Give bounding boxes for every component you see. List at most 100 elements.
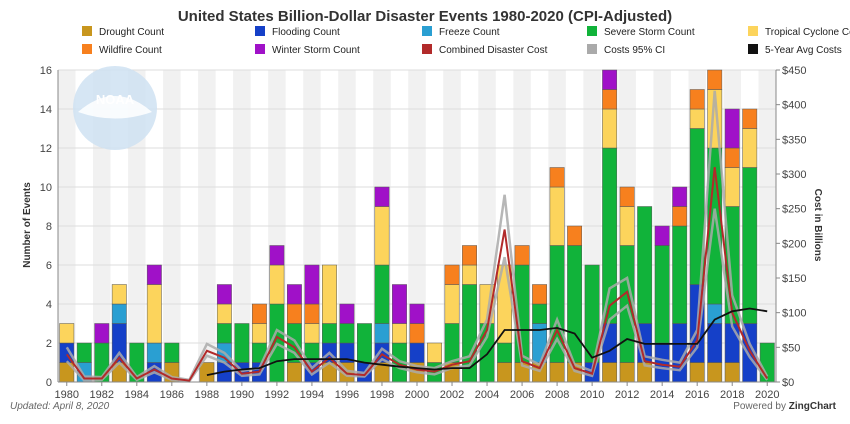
bar-tropical-2016[interactable]: [689, 108, 705, 129]
bar-tropical-2012[interactable]: [619, 206, 635, 246]
bar-flooding-2000[interactable]: [409, 342, 425, 363]
bar-winter-2011[interactable]: [602, 69, 618, 90]
bar-wildfire-2011[interactable]: [602, 89, 618, 110]
legend-item-avg[interactable]: 5-Year Avg Costs: [765, 45, 842, 56]
bar-wildfire-1994[interactable]: [304, 303, 320, 324]
bar-severe-2015[interactable]: [672, 225, 688, 324]
bar-severe-1993[interactable]: [286, 323, 302, 363]
bar-wildfire-2016[interactable]: [689, 89, 705, 110]
bar-freeze-1998[interactable]: [374, 323, 390, 344]
bar-severe-1989[interactable]: [216, 323, 232, 344]
bar-severe-1986[interactable]: [164, 342, 180, 363]
legend-item-drought[interactable]: Drought Count: [99, 27, 164, 38]
bar-winter-1993[interactable]: [286, 284, 302, 305]
bar-drought-1993[interactable]: [286, 362, 302, 383]
bar-winter-1998[interactable]: [374, 186, 390, 207]
bar-wildfire-2012[interactable]: [619, 186, 635, 207]
bar-winter-2014[interactable]: [654, 225, 670, 246]
bar-severe-2011[interactable]: [602, 147, 618, 324]
bar-severe-1995[interactable]: [322, 323, 337, 344]
bar-wildfire-2009[interactable]: [567, 225, 583, 246]
bar-severe-1996[interactable]: [339, 323, 355, 344]
bar-winter-1994[interactable]: [304, 264, 320, 305]
bar-drought-2018[interactable]: [724, 362, 740, 383]
bar-severe-2009[interactable]: [567, 245, 583, 363]
bar-wildfire-1993[interactable]: [286, 303, 302, 324]
bar-tropical-1985[interactable]: [146, 284, 162, 344]
bar-wildfire-2006[interactable]: [514, 245, 530, 266]
bar-winter-1985[interactable]: [146, 264, 162, 285]
bar-tropical-1994[interactable]: [304, 323, 320, 344]
bar-severe-2019[interactable]: [742, 167, 758, 324]
bar-flooding-2017[interactable]: [707, 323, 723, 363]
bar-tropical-2001[interactable]: [427, 342, 442, 363]
bar-winter-1996[interactable]: [339, 303, 355, 324]
bar-flooding-2018[interactable]: [724, 323, 740, 363]
bar-winter-2015[interactable]: [672, 186, 688, 207]
bar-drought-2008[interactable]: [549, 362, 565, 383]
bar-wildfire-2019[interactable]: [742, 108, 758, 129]
bar-winter-1992[interactable]: [269, 245, 285, 266]
bar-severe-1997[interactable]: [357, 323, 372, 363]
bar-severe-2014[interactable]: [654, 245, 670, 344]
bar-tropical-1991[interactable]: [251, 323, 267, 344]
bar-tropical-2011[interactable]: [602, 108, 618, 149]
bar-severe-2002[interactable]: [444, 323, 460, 363]
bar-severe-1981[interactable]: [76, 342, 92, 363]
bar-wildfire-2002[interactable]: [444, 264, 460, 285]
bar-flooding-2014[interactable]: [654, 342, 670, 383]
bar-tropical-1999[interactable]: [392, 323, 407, 344]
bar-severe-2013[interactable]: [637, 206, 653, 324]
bar-freeze-1983[interactable]: [111, 303, 127, 324]
bar-wildfire-2017[interactable]: [707, 69, 723, 90]
bar-drought-2017[interactable]: [707, 362, 723, 383]
legend-item-severe[interactable]: Severe Storm Count: [604, 27, 695, 38]
bar-tropical-1992[interactable]: [269, 264, 285, 305]
bar-severe-2007[interactable]: [532, 303, 548, 324]
legend-item-winter[interactable]: Winter Storm Count: [272, 45, 360, 56]
bar-drought-2016[interactable]: [689, 362, 705, 383]
bar-tropical-2002[interactable]: [444, 284, 460, 324]
bar-wildfire-2000[interactable]: [409, 323, 425, 344]
legend-item-combined[interactable]: Combined Disaster Cost: [439, 45, 548, 56]
bar-drought-2005[interactable]: [497, 362, 512, 383]
bar-wildfire-2008[interactable]: [549, 167, 565, 188]
legend-item-tropical[interactable]: Tropical Cyclone Count: [765, 27, 850, 38]
bar-tropical-2008[interactable]: [549, 186, 565, 246]
bar-severe-2008[interactable]: [549, 245, 565, 363]
bar-tropical-1980[interactable]: [59, 323, 75, 344]
bar-wildfire-2015[interactable]: [672, 206, 688, 227]
bar-wildfire-2007[interactable]: [532, 284, 548, 305]
legend-item-wildfire[interactable]: Wildfire Count: [99, 45, 162, 56]
bar-severe-1998[interactable]: [374, 264, 390, 324]
bar-wildfire-1991[interactable]: [251, 303, 267, 324]
bar-tropical-1995[interactable]: [322, 264, 337, 324]
legend-item-freeze[interactable]: Freeze Count: [439, 27, 500, 38]
bar-winter-2000[interactable]: [409, 303, 425, 324]
bar-winter-1999[interactable]: [392, 284, 407, 324]
bar-drought-2011[interactable]: [602, 362, 618, 383]
powered-by-brand[interactable]: ZingChart: [788, 401, 836, 412]
bar-tropical-1998[interactable]: [374, 206, 390, 266]
powered-by[interactable]: Powered by ZingChart: [733, 401, 836, 412]
bar-tropical-1983[interactable]: [111, 284, 127, 305]
bar-tropical-2018[interactable]: [724, 167, 740, 207]
legend-item-flooding[interactable]: Flooding Count: [272, 27, 340, 38]
bar-wildfire-2003[interactable]: [462, 245, 477, 266]
bar-drought-2012[interactable]: [619, 362, 635, 383]
bar-winter-2018[interactable]: [724, 108, 740, 149]
bar-flooding-2011[interactable]: [602, 323, 618, 363]
bar-severe-2005[interactable]: [497, 342, 512, 363]
bar-wildfire-2018[interactable]: [724, 147, 740, 168]
legend-item-ci[interactable]: Costs 95% CI: [604, 45, 665, 56]
bar-severe-1990[interactable]: [234, 323, 250, 363]
bar-freeze-1985[interactable]: [146, 342, 162, 363]
bar-winter-1989[interactable]: [216, 284, 232, 305]
bar-severe-2010[interactable]: [584, 264, 600, 363]
bar-drought-1988[interactable]: [199, 362, 215, 383]
bar-tropical-2003[interactable]: [462, 264, 477, 285]
bar-tropical-1989[interactable]: [216, 303, 232, 324]
bar-winter-1982[interactable]: [94, 323, 110, 344]
bar-tropical-2019[interactable]: [742, 128, 758, 168]
bar-drought-1983[interactable]: [111, 362, 127, 383]
